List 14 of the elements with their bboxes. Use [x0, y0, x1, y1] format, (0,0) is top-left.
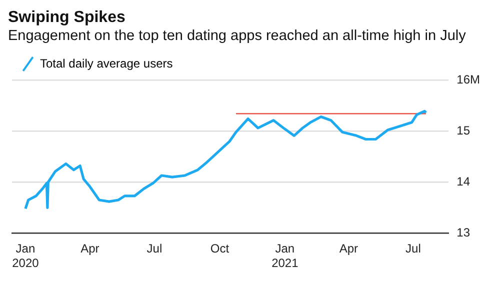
y-tick-label: 14: [456, 174, 470, 188]
chart-subtitle: Engagement on the top ten dating apps reached an all-time high in July: [8, 27, 467, 46]
x-tick-label: Apr: [339, 242, 358, 256]
y-tick-label: 13: [456, 226, 470, 240]
x-tick-label: Oct: [210, 242, 230, 256]
y-tick-label: 15: [456, 123, 470, 138]
x-tick-label: Apr: [80, 242, 100, 256]
chart-title: Swiping Spikes: [8, 8, 126, 27]
legend-label: Total daily average users: [40, 56, 173, 70]
x-tick-label: Jul: [406, 242, 421, 256]
x-tick-label: Jul: [146, 242, 162, 256]
x-tick-label: Jan 2020: [12, 242, 40, 270]
y-tick-label: 16M: [456, 72, 480, 86]
x-tick-label: Jan 2021: [272, 242, 299, 270]
